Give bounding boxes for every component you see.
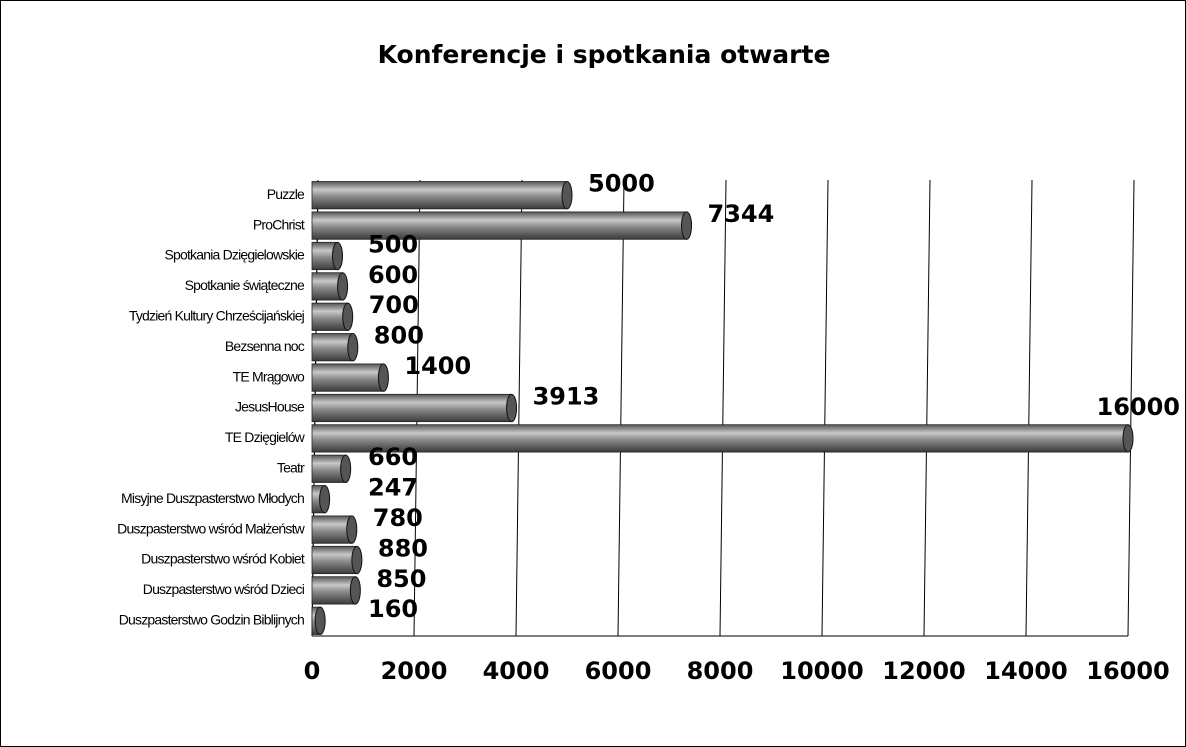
x-tick-label: 0 — [304, 657, 321, 685]
bar — [311, 576, 356, 605]
y-tick-label: Spotkanie świąteczne — [185, 277, 305, 293]
bar-cap — [347, 333, 359, 362]
y-tick-label: Duszpasterstwo wśród Kobiet — [141, 551, 305, 567]
data-label: 780 — [373, 504, 423, 532]
x-tick-label: 10000 — [780, 657, 864, 685]
bar-cap — [332, 241, 343, 271]
bar-cap — [319, 485, 331, 514]
bar — [311, 363, 384, 392]
y-tick-label: ProChrist — [253, 216, 305, 232]
grid-line — [1127, 179, 1135, 637]
grid-line — [719, 179, 727, 637]
bar-cap — [377, 363, 389, 392]
grid-line — [923, 179, 931, 637]
bar-cap — [314, 606, 326, 635]
bar — [311, 393, 512, 423]
chart-title: Konferencje i spotkania otwarte — [378, 40, 831, 69]
data-label: 16000 — [1097, 393, 1181, 421]
y-tick-label: TE Dzięgielów — [225, 429, 306, 445]
data-label: 600 — [368, 261, 418, 289]
data-label: 700 — [369, 291, 419, 319]
bar-cap — [1122, 424, 1134, 453]
bar-cap — [342, 302, 354, 331]
data-label: 660 — [368, 443, 418, 471]
data-label: 1400 — [404, 352, 471, 380]
data-label: 7344 — [708, 200, 775, 228]
data-label: 800 — [374, 322, 424, 350]
bar-cap — [346, 515, 358, 544]
x-tick-label: 2000 — [381, 657, 448, 685]
y-tick-label: Misyjne Duszpasterstwo Młodych — [121, 490, 304, 506]
grid-line — [1025, 179, 1033, 637]
bar — [311, 545, 358, 575]
bar-cap — [681, 211, 693, 240]
data-label: 5000 — [588, 170, 655, 198]
data-label: 160 — [368, 595, 418, 623]
y-tick-label: Bezsenna noc — [225, 338, 305, 354]
bar-cap — [337, 272, 349, 301]
x-tick-label: 6000 — [585, 657, 652, 685]
data-label: 850 — [376, 565, 426, 593]
bar — [311, 333, 354, 362]
bar-cap — [506, 393, 518, 423]
bar-cap — [561, 181, 573, 210]
bar-cap — [340, 454, 352, 483]
y-tick-label: Teatr — [277, 460, 305, 476]
y-tick-label: JesusHouse — [235, 399, 305, 415]
x-tick-label: 12000 — [882, 657, 966, 685]
grid-line — [617, 179, 625, 637]
x-tick-label: 14000 — [984, 657, 1068, 685]
grid-line — [821, 179, 829, 637]
bar — [311, 181, 568, 210]
data-label: 880 — [378, 534, 428, 562]
bar — [311, 302, 349, 331]
x-tick-label: 4000 — [483, 657, 550, 685]
bar — [311, 424, 1129, 453]
y-tick-label: Duszpasterstwo wśród Małżeństw — [117, 520, 306, 536]
bar-cap — [351, 545, 363, 575]
y-tick-label: Tydzień Kultury Chrześcijańskiej — [129, 308, 305, 324]
bar-cap — [349, 576, 361, 605]
bar — [311, 515, 353, 544]
x-tick-label: 16000 — [1086, 657, 1170, 685]
data-label: 247 — [368, 474, 418, 502]
y-tick-label: Duszpasterstwo Godzin Biblijnych — [119, 612, 304, 628]
y-tick-label: Spotkania Dzięgielowskie — [164, 247, 305, 263]
y-tick-label: Duszpasterstwo wśród Dzieci — [143, 581, 305, 597]
bar — [311, 211, 687, 240]
grid-line — [515, 179, 523, 637]
data-label: 500 — [368, 230, 418, 258]
data-label: 3913 — [533, 382, 600, 410]
bar — [311, 454, 347, 483]
x-tick-label: 8000 — [687, 657, 754, 685]
y-tick-label: TE Mrągowo — [233, 368, 305, 384]
y-tick-label: Puzzle — [267, 186, 305, 202]
